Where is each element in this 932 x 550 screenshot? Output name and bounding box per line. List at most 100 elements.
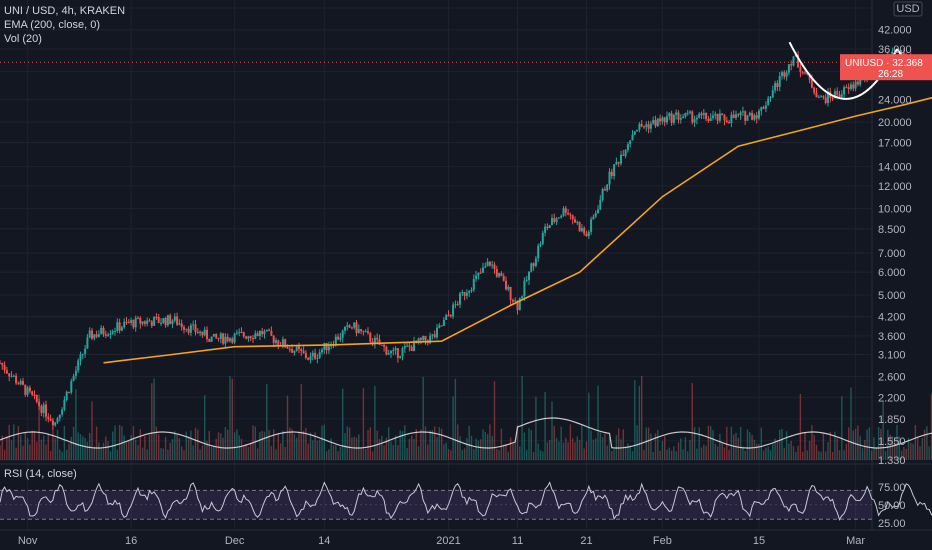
volume-bar	[447, 448, 450, 460]
volume-bar	[217, 432, 220, 460]
volume-legend[interactable]: Vol (20)	[4, 33, 42, 45]
volume-bar	[574, 442, 576, 460]
volume-bar	[567, 442, 569, 460]
candle-body	[383, 344, 386, 347]
candle-body	[344, 326, 346, 331]
volume-bar	[537, 443, 539, 460]
volume-bar	[917, 437, 919, 460]
candle-body	[544, 226, 547, 233]
candle-body	[233, 333, 236, 343]
volume-bar	[549, 439, 551, 460]
volume-bar	[523, 432, 526, 460]
price-tick-label: 1.550	[878, 436, 906, 448]
candle-body	[712, 115, 714, 118]
candle-body	[599, 199, 602, 210]
candle-body	[367, 331, 369, 333]
candle-body	[431, 334, 434, 336]
candle-body	[528, 271, 530, 281]
volume-bar	[595, 438, 597, 460]
volume-bar	[102, 442, 105, 460]
volume-bar	[643, 450, 645, 460]
candle-body	[74, 370, 77, 376]
volume-bar	[190, 430, 192, 460]
volume-bar	[608, 436, 611, 460]
volume-bar	[887, 429, 889, 460]
volume-bar	[664, 436, 666, 460]
volume-bar	[530, 430, 532, 460]
symbol-title[interactable]: UNI / USD, 4h, KRAKEN	[4, 5, 126, 17]
volume-bar	[871, 450, 873, 460]
volume-bar	[519, 446, 521, 460]
volume-bar	[841, 396, 843, 460]
candle-body	[546, 226, 549, 229]
candle-body	[442, 319, 445, 326]
candle-body	[638, 123, 641, 130]
volume-bar	[864, 439, 866, 460]
candle-body	[518, 298, 521, 311]
candle-body	[640, 123, 643, 127]
candle-body	[705, 112, 708, 120]
candle-body	[28, 387, 31, 392]
candle-body	[196, 331, 199, 334]
volume-bar	[723, 447, 726, 460]
candle-body	[410, 346, 413, 352]
candle-body	[355, 322, 358, 334]
ema-legend[interactable]: EMA (200, close, 0)	[4, 19, 100, 31]
candle-body	[500, 273, 503, 277]
volume-bar	[220, 433, 222, 460]
candle-body	[495, 268, 498, 277]
candle-body	[645, 124, 648, 127]
volume-bar	[321, 425, 323, 460]
candle-body	[300, 349, 303, 352]
volume-bar	[335, 445, 337, 460]
volume-bar	[424, 426, 427, 460]
candle-body	[222, 333, 225, 344]
volume-ma-line	[0, 417, 932, 449]
volume-bar	[240, 438, 243, 460]
volume-bar	[206, 440, 208, 460]
candle-body	[702, 112, 705, 116]
candle-body	[295, 346, 298, 351]
volume-bar	[417, 446, 420, 460]
volume-bar	[480, 439, 482, 460]
candlesticks	[0, 47, 932, 430]
candle-body	[709, 117, 712, 122]
volume-bar	[229, 376, 231, 460]
volume-bar	[118, 424, 121, 460]
volume-bar	[158, 434, 160, 460]
candle-body	[479, 272, 482, 274]
time-axis[interactable]: Nov16Dec1420211121Feb15Mar15Apr	[0, 529, 932, 547]
volume-bar	[277, 433, 279, 460]
candle-body	[647, 124, 650, 129]
price-axis[interactable]: USD42.00036.00030.00024.00020.00017.0001…	[840, 1, 932, 530]
candle-body	[26, 387, 29, 395]
volume-bar	[684, 437, 687, 460]
volume-bar	[516, 424, 519, 460]
candle-body	[56, 418, 59, 423]
candle-body	[539, 243, 542, 246]
volume-bar	[192, 445, 194, 460]
rsi-legend[interactable]: RSI (14, close)	[4, 468, 77, 480]
candle-body	[302, 351, 305, 353]
candle-body	[787, 64, 790, 73]
candle-body	[208, 339, 211, 342]
candle-body	[454, 304, 457, 306]
volume-bar	[26, 438, 29, 460]
candle-body	[592, 216, 595, 220]
volume-bar	[721, 443, 723, 460]
candle-body	[723, 115, 726, 121]
candle-body	[63, 399, 66, 410]
volume-bar	[687, 451, 689, 460]
candle-body	[199, 331, 202, 334]
candle-body	[111, 331, 114, 334]
volume-bar	[838, 450, 841, 460]
candle-body	[491, 264, 494, 266]
candle-body	[813, 87, 816, 93]
volume-bar	[337, 451, 339, 460]
candle-body	[548, 224, 551, 229]
candle-body	[601, 189, 604, 200]
volume-bar	[346, 426, 348, 460]
volume-bar	[470, 435, 473, 460]
candle-body	[735, 114, 737, 119]
